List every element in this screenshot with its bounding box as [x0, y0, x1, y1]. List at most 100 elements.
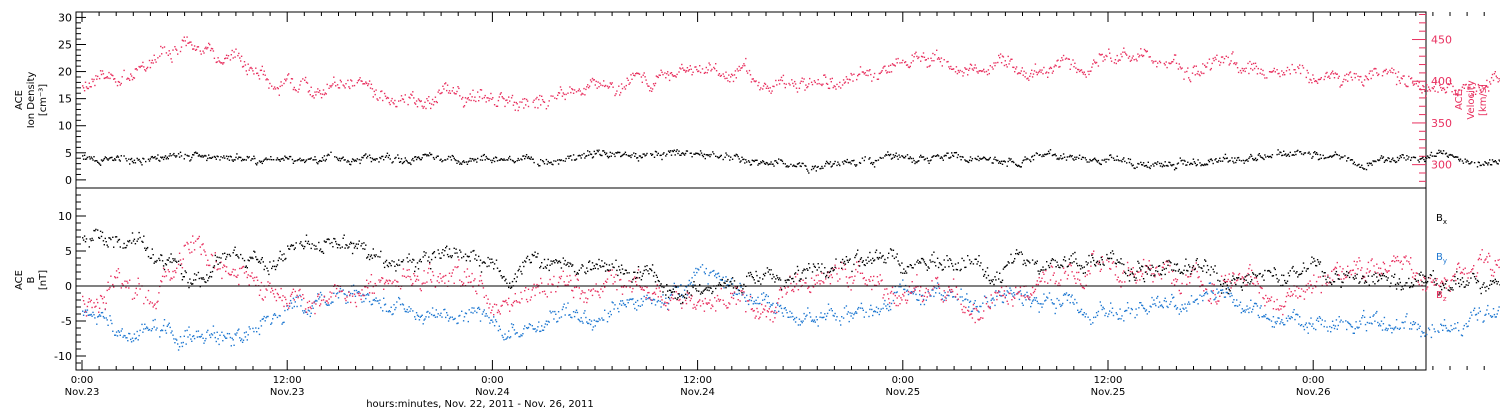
- data-point: [583, 152, 585, 155]
- data-point: [794, 321, 797, 323]
- data-point: [1382, 71, 1385, 73]
- data-point: [491, 161, 493, 164]
- data-point: [520, 334, 522, 336]
- data-point: [176, 49, 178, 51]
- data-point: [782, 74, 785, 77]
- data-point: [843, 160, 846, 162]
- data-point: [1054, 64, 1056, 66]
- data-point: [414, 103, 417, 105]
- data-point: [908, 66, 911, 69]
- data-point: [1351, 79, 1354, 81]
- data-point: [373, 90, 375, 93]
- data-point: [1240, 312, 1243, 314]
- data-point: [928, 162, 930, 164]
- data-point: [184, 40, 186, 42]
- data-point: [1274, 71, 1276, 73]
- data-point: [886, 154, 888, 156]
- data-point: [1299, 151, 1301, 153]
- data-point: [100, 73, 103, 76]
- data-point: [1117, 318, 1119, 320]
- data-point: [1410, 322, 1412, 324]
- data-point: [314, 156, 316, 158]
- data-point: [882, 67, 884, 69]
- data-point: [1402, 154, 1404, 156]
- data-point: [872, 314, 874, 317]
- data-point: [1233, 62, 1235, 65]
- data-point: [169, 153, 171, 155]
- data-point: [1289, 73, 1291, 75]
- data-point: [828, 87, 831, 90]
- data-point: [396, 301, 398, 303]
- data-point: [247, 334, 249, 336]
- data-point: [1338, 154, 1340, 157]
- data-point: [1260, 156, 1262, 158]
- data-point: [495, 157, 498, 159]
- data-point: [309, 158, 311, 160]
- data-point: [863, 316, 865, 318]
- data-point: [624, 304, 627, 306]
- data-point: [202, 156, 204, 158]
- data-point: [291, 307, 294, 309]
- data-point: [363, 300, 365, 303]
- data-point: [803, 312, 805, 315]
- data-point: [832, 86, 834, 89]
- data-point: [1065, 159, 1068, 161]
- data-point: [600, 84, 602, 86]
- data-point: [360, 80, 362, 82]
- data-point: [886, 307, 888, 310]
- data-point: [900, 286, 902, 288]
- data-point: [1261, 73, 1263, 75]
- data-point: [651, 90, 653, 92]
- data-point: [991, 162, 993, 164]
- data-point: [371, 303, 374, 305]
- data-point: [496, 105, 499, 107]
- data-point: [255, 327, 257, 329]
- data-point: [1200, 164, 1202, 167]
- data-point: [202, 337, 204, 339]
- data-point: [514, 109, 516, 111]
- data-point: [1024, 293, 1026, 296]
- data-point: [756, 159, 758, 161]
- data-point: [242, 159, 245, 161]
- data-point: [457, 160, 459, 162]
- data-point: [800, 165, 802, 168]
- data-point: [1052, 70, 1054, 72]
- data-point: [110, 319, 112, 322]
- data-point: [593, 150, 595, 153]
- data-point: [944, 154, 946, 157]
- data-point: [1495, 316, 1497, 318]
- data-point: [1394, 72, 1397, 75]
- data-point: [1385, 68, 1387, 71]
- data-point: [1019, 166, 1022, 168]
- data-point: [420, 158, 422, 161]
- data-point: [590, 153, 593, 156]
- data-point: [1396, 156, 1399, 159]
- data-point: [844, 160, 847, 163]
- data-point: [554, 97, 556, 99]
- data-point: [1425, 95, 1427, 97]
- data-point: [1463, 324, 1465, 327]
- data-point: [509, 100, 511, 102]
- data-point: [970, 310, 973, 313]
- data-point: [693, 271, 695, 274]
- data-point: [644, 76, 646, 78]
- data-point: [797, 163, 800, 165]
- data-point: [113, 159, 115, 162]
- data-point: [1299, 324, 1302, 327]
- data-point: [501, 96, 503, 98]
- data-point: [1164, 64, 1166, 66]
- data-point: [754, 302, 756, 305]
- data-point: [1360, 323, 1362, 325]
- data-point: [1173, 296, 1175, 298]
- data-point: [1405, 159, 1407, 161]
- data-point: [591, 329, 594, 331]
- data-point: [1029, 75, 1031, 77]
- data-point: [1240, 72, 1243, 74]
- data-point: [760, 87, 762, 89]
- data-point: [547, 160, 549, 163]
- data-point: [614, 304, 616, 306]
- data-point: [486, 157, 488, 159]
- data-point: [808, 83, 810, 85]
- data-point: [620, 83, 623, 85]
- data-point: [1307, 152, 1309, 154]
